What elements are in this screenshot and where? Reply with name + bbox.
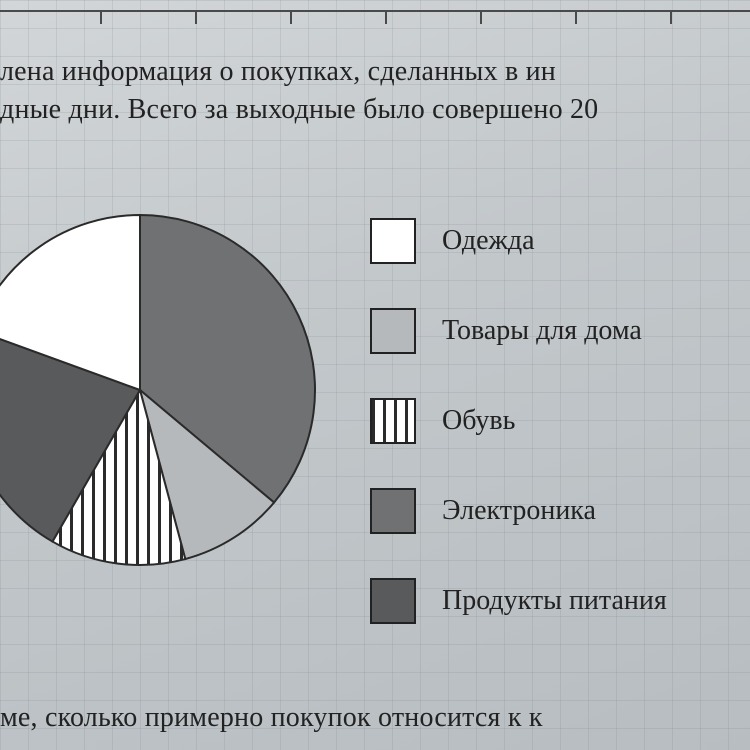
top-ticks bbox=[0, 10, 750, 28]
legend-item: Товары для дома bbox=[370, 308, 667, 354]
legend-label: Электроника bbox=[442, 495, 596, 527]
top-rule bbox=[0, 10, 750, 12]
legend: Одежда Товары для дома Обувь Электроника Про… bbox=[370, 218, 667, 624]
page: лена информация о покупках, сделанных в … bbox=[0, 0, 750, 750]
problem-text-line-2: дные дни. Всего за выходные было соверше… bbox=[0, 92, 750, 127]
legend-swatch bbox=[370, 488, 416, 534]
legend-label: Обувь bbox=[442, 405, 515, 437]
legend-item: Электроника bbox=[370, 488, 667, 534]
legend-label: Товары для дома bbox=[442, 315, 642, 347]
legend-swatch bbox=[370, 218, 416, 264]
legend-item: Продукты питания bbox=[370, 578, 667, 624]
legend-swatch bbox=[370, 398, 416, 444]
legend-swatch bbox=[370, 578, 416, 624]
pie-svg bbox=[0, 210, 320, 570]
problem-text-line-1: лена информация о покупках, сделанных в … bbox=[0, 54, 750, 89]
pie-chart bbox=[0, 210, 320, 570]
legend-item: Одежда bbox=[370, 218, 667, 264]
question-text-line: ме, сколько примерно покупок относится к… bbox=[0, 700, 750, 735]
legend-label: Продукты питания bbox=[442, 585, 667, 617]
legend-swatch bbox=[370, 308, 416, 354]
legend-item: Обувь bbox=[370, 398, 667, 444]
legend-label: Одежда bbox=[442, 225, 535, 257]
